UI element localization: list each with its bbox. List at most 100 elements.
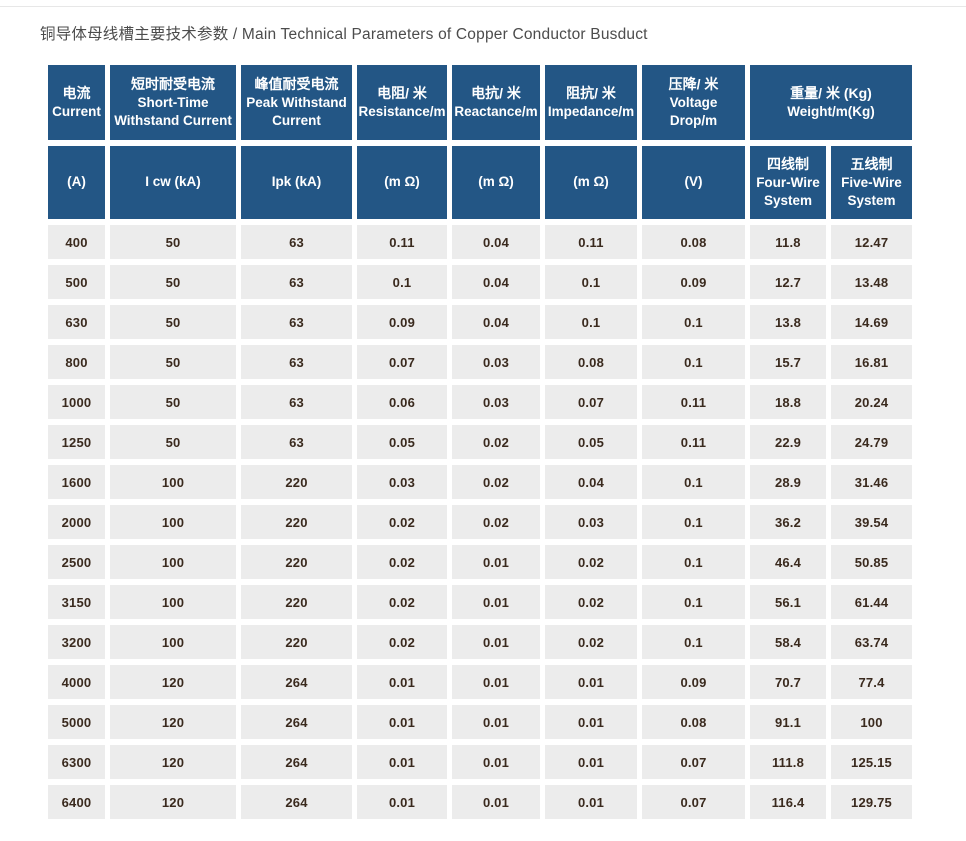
header-label-zh: 电流 (62, 84, 91, 101)
table-cell: 1000 (48, 385, 105, 419)
table-cell: 2500 (48, 545, 105, 579)
table-cell: 63 (241, 425, 352, 459)
header-label-zh: 重量/ 米 (Kg) (790, 84, 872, 101)
table-cell: 39.54 (831, 505, 912, 539)
table-cell: 16.81 (831, 345, 912, 379)
header-cell-four-wire-system: 四线制 Four-Wire System (750, 146, 826, 219)
table-cell: 0.1 (545, 305, 637, 339)
header-label-en: (A) (67, 174, 86, 190)
table-cell: 0.08 (642, 225, 745, 259)
table-cell: 63 (241, 305, 352, 339)
table-cell: 100 (110, 625, 236, 659)
table-cell: 0.02 (452, 505, 540, 539)
table-cell: 13.8 (750, 305, 826, 339)
table-cell: 0.09 (642, 665, 745, 699)
table-cell: 1600 (48, 465, 105, 499)
table-cell: 0.1 (642, 465, 745, 499)
table-cell: 14.69 (831, 305, 912, 339)
table-cell: 50 (110, 305, 236, 339)
table-cell: 0.1 (545, 265, 637, 299)
table-cell: 0.11 (357, 225, 447, 259)
header-label-zh: 短时耐受电流 (131, 75, 215, 92)
table-cell: 1250 (48, 425, 105, 459)
table-cell: 91.1 (750, 705, 826, 739)
table-cell: 220 (241, 625, 352, 659)
table-cell: 36.2 (750, 505, 826, 539)
header-label-en: (m Ω) (384, 174, 420, 190)
table-cell: 0.01 (545, 745, 637, 779)
table-cell: 0.01 (452, 625, 540, 659)
table-cell: 58.4 (750, 625, 826, 659)
table-cell: 0.01 (357, 705, 447, 739)
table-cell: 15.7 (750, 345, 826, 379)
table-cell: 0.07 (642, 785, 745, 819)
table-cell: 0.1 (642, 345, 745, 379)
table-cell: 0.09 (357, 305, 447, 339)
table-cell: 0.08 (545, 345, 637, 379)
table-cell: 0.02 (357, 545, 447, 579)
table-cell: 0.08 (642, 705, 745, 739)
header-label-zh: 四线制 (767, 155, 809, 172)
table-cell: 0.01 (452, 705, 540, 739)
table-cell: 18.8 (750, 385, 826, 419)
table-cell: 0.01 (357, 665, 447, 699)
table-cell: 50 (110, 265, 236, 299)
table-cell: 0.02 (357, 585, 447, 619)
table-cell: 0.04 (452, 265, 540, 299)
table-cell: 2000 (48, 505, 105, 539)
table-cell: 0.04 (545, 465, 637, 499)
header-cell-peak-withstand-current: 峰值耐受电流 Peak Withstand Current (241, 65, 352, 140)
header-cell-reactance: 电抗/ 米 Reactance/m (452, 65, 540, 140)
table-cell: 0.01 (545, 785, 637, 819)
table-cell: 24.79 (831, 425, 912, 459)
table-cell: 125.15 (831, 745, 912, 779)
table-cell: 70.7 (750, 665, 826, 699)
table-cell: 0.01 (357, 745, 447, 779)
table-cell: 50 (110, 425, 236, 459)
table-cell: 20.24 (831, 385, 912, 419)
header-label-zh: 五线制 (850, 155, 893, 172)
table-cell: 500 (48, 265, 105, 299)
table-cell: 120 (110, 665, 236, 699)
header-cell-unit-voltage-v: (V) (642, 146, 745, 219)
table-cell: 0.1 (642, 305, 745, 339)
header-cell-current: 电流 Current (48, 65, 105, 140)
header-label-en: Impedance/m (547, 103, 635, 119)
table-cell: 630 (48, 305, 105, 339)
table-cell: 100 (110, 465, 236, 499)
table-cell: 0.03 (452, 345, 540, 379)
table-cell: 0.03 (357, 465, 447, 499)
table-cell: 0.01 (545, 705, 637, 739)
table-cell: 63 (241, 385, 352, 419)
header-label-en: Peak Withstand Current (246, 94, 347, 128)
table-cell: 4000 (48, 665, 105, 699)
table-cell: 50.85 (831, 545, 912, 579)
table-cell: 264 (241, 665, 352, 699)
table-cell: 0.02 (545, 625, 637, 659)
table-cell: 0.1 (357, 265, 447, 299)
table-cell: 46.4 (750, 545, 826, 579)
table-cell: 100 (110, 545, 236, 579)
header-label-zh: 阻抗/ 米 (566, 84, 616, 101)
table-cell: 0.01 (357, 785, 447, 819)
table-cell: 116.4 (750, 785, 826, 819)
table-cell: 264 (241, 705, 352, 739)
table-cell: 0.01 (452, 745, 540, 779)
table-cell: 0.07 (545, 385, 637, 419)
table-cell: 63 (241, 225, 352, 259)
table-cell: 220 (241, 465, 352, 499)
table-cell: 11.8 (750, 225, 826, 259)
table-cell: 400 (48, 225, 105, 259)
table-cell: 63 (241, 265, 352, 299)
table-cell: 100 (110, 505, 236, 539)
table-cell: 0.07 (357, 345, 447, 379)
table-cell: 63 (241, 345, 352, 379)
header-cell-unit-ipk-ka: Ipk (kA) (241, 146, 352, 219)
header-cell-unit-impedance-mohm: (m Ω) (545, 146, 637, 219)
header-cell-resistance: 电阻/ 米 Resistance/m (357, 65, 447, 140)
header-label-zh: 电阻/ 米 (377, 84, 427, 101)
table-cell: 0.04 (452, 305, 540, 339)
header-label-en: Short-Time Withstand Current (114, 94, 232, 128)
table-cell: 22.9 (750, 425, 826, 459)
header-cell-unit-current-a: (A) (48, 146, 105, 219)
